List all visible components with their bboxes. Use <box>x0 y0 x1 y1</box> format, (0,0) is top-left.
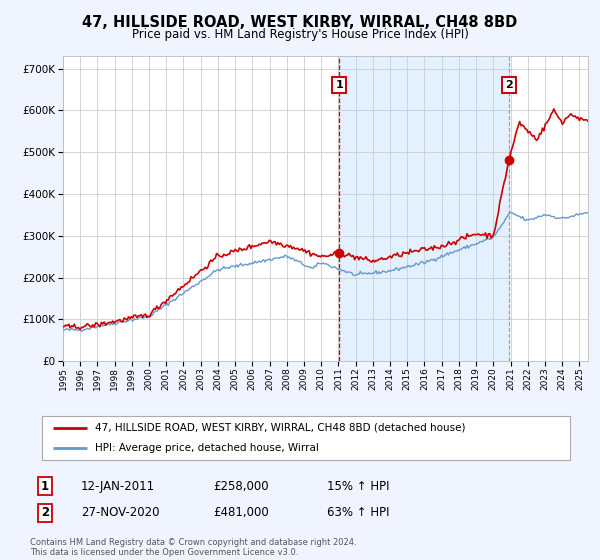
Text: Contains HM Land Registry data © Crown copyright and database right 2024.
This d: Contains HM Land Registry data © Crown c… <box>30 538 356 557</box>
Text: £481,000: £481,000 <box>213 506 269 520</box>
Text: HPI: Average price, detached house, Wirral: HPI: Average price, detached house, Wirr… <box>95 443 319 453</box>
Text: Price paid vs. HM Land Registry's House Price Index (HPI): Price paid vs. HM Land Registry's House … <box>131 28 469 41</box>
Text: 15% ↑ HPI: 15% ↑ HPI <box>327 479 389 493</box>
Text: 47, HILLSIDE ROAD, WEST KIRBY, WIRRAL, CH48 8BD (detached house): 47, HILLSIDE ROAD, WEST KIRBY, WIRRAL, C… <box>95 423 466 433</box>
Text: 1: 1 <box>41 479 49 493</box>
Text: 63% ↑ HPI: 63% ↑ HPI <box>327 506 389 520</box>
Text: 27-NOV-2020: 27-NOV-2020 <box>81 506 160 520</box>
Bar <box>339 56 509 361</box>
Text: 1: 1 <box>335 80 343 90</box>
Text: 12-JAN-2011: 12-JAN-2011 <box>81 479 155 493</box>
Text: 2: 2 <box>505 80 513 90</box>
Text: 47, HILLSIDE ROAD, WEST KIRBY, WIRRAL, CH48 8BD: 47, HILLSIDE ROAD, WEST KIRBY, WIRRAL, C… <box>82 15 518 30</box>
Text: 2: 2 <box>41 506 49 520</box>
Text: £258,000: £258,000 <box>213 479 269 493</box>
